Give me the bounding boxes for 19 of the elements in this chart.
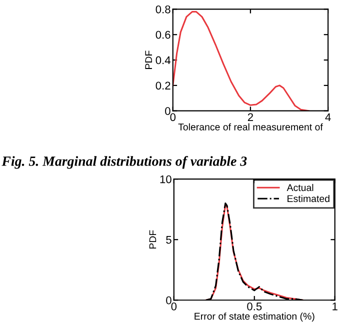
y-tick-label: 0.6 [156,30,170,39]
legend-label: Actual [286,184,314,192]
x-axis-title: Error of state estimation (%) [194,312,314,322]
legend-label: Estimated [288,194,330,202]
y-tick-label: 0.2 [156,82,170,90]
caption: Fig. 5. Marginal distributions of variable 3 [2,156,247,169]
x-tick-label: 0.5 [247,302,262,310]
x-axis-title: Tolerance of real measurement of [178,123,323,130]
y-tick-label: 5 [166,236,172,244]
y-tick-label: 0 [166,296,172,304]
y-tick-label: 0.4 [156,56,170,64]
x-tick-label: 4 [325,113,331,121]
x-tick-label: 2 [248,113,253,121]
x-tick-label: 1 [332,302,338,310]
y-axis-title: PDF [149,230,156,249]
y-axis-title: PDF [145,50,152,69]
y-tick-label: 0.8 [156,5,170,14]
y-tick-label: 10 [160,175,172,184]
y-tick-label: 0 [165,107,170,115]
